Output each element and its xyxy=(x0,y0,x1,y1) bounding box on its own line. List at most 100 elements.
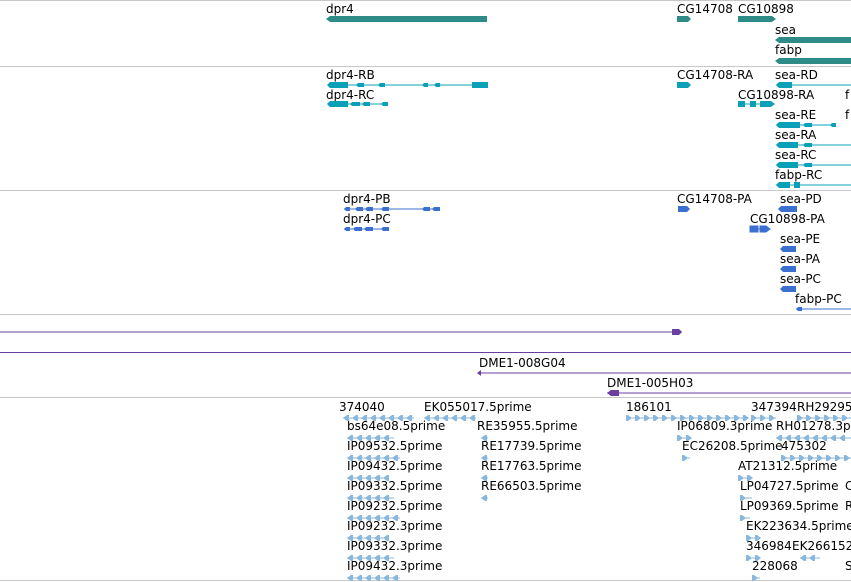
scaffold-track xyxy=(0,315,851,352)
protein-glyph xyxy=(796,307,851,311)
gene-label-sea[interactable]: sea xyxy=(775,23,796,37)
transcript-glyph xyxy=(776,82,851,88)
est-glyph xyxy=(746,555,761,561)
transcript-label[interactable]: f xyxy=(845,108,850,122)
transcript-track-b: dpr4-PB dpr4-PC CG14708-PA sea-PD CG1089… xyxy=(0,191,851,314)
est-label[interactable]: bs64e08.5prime xyxy=(347,419,446,433)
gene-label-cg14708[interactable]: CG14708 xyxy=(677,2,733,16)
est-label[interactable]: IP09232.5prime xyxy=(347,499,443,513)
transcript-label[interactable]: dpr4-RB xyxy=(326,68,375,82)
gene-glyph-cg14708 xyxy=(677,16,691,22)
gene-track: dpr4 CG14708 CG10898 sea fabp xyxy=(0,0,851,66)
transcript-label[interactable]: sea-RE xyxy=(775,108,817,122)
est-glyph xyxy=(347,435,394,441)
est-label[interactable]: 475302 xyxy=(781,439,827,453)
transcript-glyph xyxy=(677,82,691,88)
protein-glyph xyxy=(344,227,389,231)
est-label[interactable]: IP09532.5prime xyxy=(347,439,443,453)
transcript-label[interactable]: f xyxy=(845,88,850,102)
protein-glyph xyxy=(780,286,796,292)
gene-label-fabp[interactable]: fabp xyxy=(775,43,802,57)
transcript-label[interactable]: dpr4-RC xyxy=(326,88,375,102)
track-divider-bottom xyxy=(0,580,851,581)
est-glyph xyxy=(481,455,488,461)
gene-label-cg10898[interactable]: CG10898 xyxy=(738,2,794,16)
gene-label-dpr4[interactable]: dpr4 xyxy=(326,2,354,16)
protein-label[interactable]: dpr4-PC xyxy=(343,212,391,226)
protein-glyph xyxy=(678,206,690,212)
est-glyph xyxy=(347,515,400,521)
est-label[interactable]: 347394 xyxy=(751,400,797,414)
est-glyph xyxy=(347,475,389,481)
est-label[interactable]: S xyxy=(845,559,851,573)
est-label[interactable]: RE17739.5prime xyxy=(481,439,582,453)
est-label[interactable]: IP09432.3prime xyxy=(347,559,443,573)
est-glyph xyxy=(347,495,394,501)
gene-glyph-dpr4 xyxy=(326,16,487,22)
est-label[interactable]: EC26208.5prime xyxy=(682,439,783,453)
protein-label[interactable]: sea-PA xyxy=(780,252,820,266)
protein-label[interactable]: sea-PE xyxy=(780,232,821,246)
est-label[interactable]: EK223634.5prime xyxy=(746,519,851,533)
transcript-glyph xyxy=(776,162,851,168)
clone-label-dme1-008g04[interactable]: DME1-008G04 xyxy=(479,356,566,370)
transcript-label[interactable]: fabp-RC xyxy=(775,168,823,182)
est-label[interactable]: C xyxy=(845,479,851,493)
gene-glyph-fabp xyxy=(775,58,851,64)
gene-glyphs xyxy=(326,16,851,64)
protein-label[interactable]: sea-PD xyxy=(780,192,822,206)
clone-track: DME1-008G04 DME1-005H03 xyxy=(0,353,851,397)
est-glyph xyxy=(751,415,776,421)
est-glyph xyxy=(424,415,476,421)
est-glyphs xyxy=(343,415,851,581)
est-label[interactable]: RE35955.5prime xyxy=(477,419,578,433)
protein-glyph xyxy=(344,207,440,211)
protein-glyph xyxy=(778,206,797,212)
est-label[interactable]: RE17763.5prime xyxy=(481,459,582,473)
protein-label[interactable]: fabp-PC xyxy=(795,292,842,306)
protein-label[interactable]: dpr4-PB xyxy=(343,192,391,206)
est-glyph xyxy=(481,495,488,501)
est-label[interactable]: R xyxy=(845,499,851,513)
est-glyph xyxy=(752,575,760,581)
est-label[interactable]: 228068 xyxy=(752,559,798,573)
protein-label[interactable]: sea-PC xyxy=(780,272,821,286)
est-label[interactable]: AT21312.5prime xyxy=(738,459,838,473)
scaffold-glyphs xyxy=(0,329,682,335)
est-label[interactable]: IP06809.3prime xyxy=(677,419,773,433)
est-label[interactable]: RE66503.5prime xyxy=(481,479,582,493)
est-label[interactable]: IP09232.3prime xyxy=(347,519,443,533)
est-track: 374040 EK055017.5prime 186101 347394 RH2… xyxy=(0,398,851,581)
est-glyph xyxy=(746,535,761,541)
est-glyph xyxy=(682,455,690,461)
est-label[interactable]: EK055017.5prime xyxy=(424,400,532,414)
est-label[interactable]: LP09369.5prime xyxy=(740,499,839,513)
est-label[interactable]: IP09332.3prime xyxy=(347,539,443,553)
protein-label[interactable]: CG10898-PA xyxy=(750,212,825,226)
transcript-label[interactable]: sea-RD xyxy=(775,68,818,82)
est-label[interactable]: 346984 xyxy=(746,539,792,553)
transcript-label[interactable]: sea-RC xyxy=(775,148,817,162)
track-divider-scaffold xyxy=(0,352,851,353)
est-label[interactable]: 186101 xyxy=(626,400,672,414)
est-glyph xyxy=(677,435,692,441)
est-label[interactable]: LP04727.5prime xyxy=(740,479,839,493)
est-label[interactable]: 374040 xyxy=(339,400,385,414)
transcript-label[interactable]: sea-RA xyxy=(775,128,817,142)
est-glyph xyxy=(347,455,400,461)
track-divider-genes xyxy=(0,66,851,67)
protein-label[interactable]: CG14708-PA xyxy=(677,192,752,206)
est-label[interactable]: RH29295 xyxy=(797,400,851,414)
transcript-label[interactable]: CG14708-RA xyxy=(677,68,754,82)
est-label[interactable]: RH01278.3p xyxy=(776,419,851,433)
est-label[interactable]: IP09332.5prime xyxy=(347,479,443,493)
transcript-label[interactable]: CG10898-RA xyxy=(738,88,815,102)
est-glyph xyxy=(481,435,488,441)
est-glyph xyxy=(347,575,400,581)
est-glyph xyxy=(481,475,488,481)
est-label[interactable]: EK266152 xyxy=(792,539,851,553)
clone-label-dme1-005h03[interactable]: DME1-005H03 xyxy=(607,376,694,390)
transcript-track-a: dpr4-RB dpr4-RC CG14708-RA sea-RD CG1089… xyxy=(0,67,851,190)
est-label[interactable]: IP09432.5prime xyxy=(347,459,443,473)
scaffold-end xyxy=(672,329,682,335)
